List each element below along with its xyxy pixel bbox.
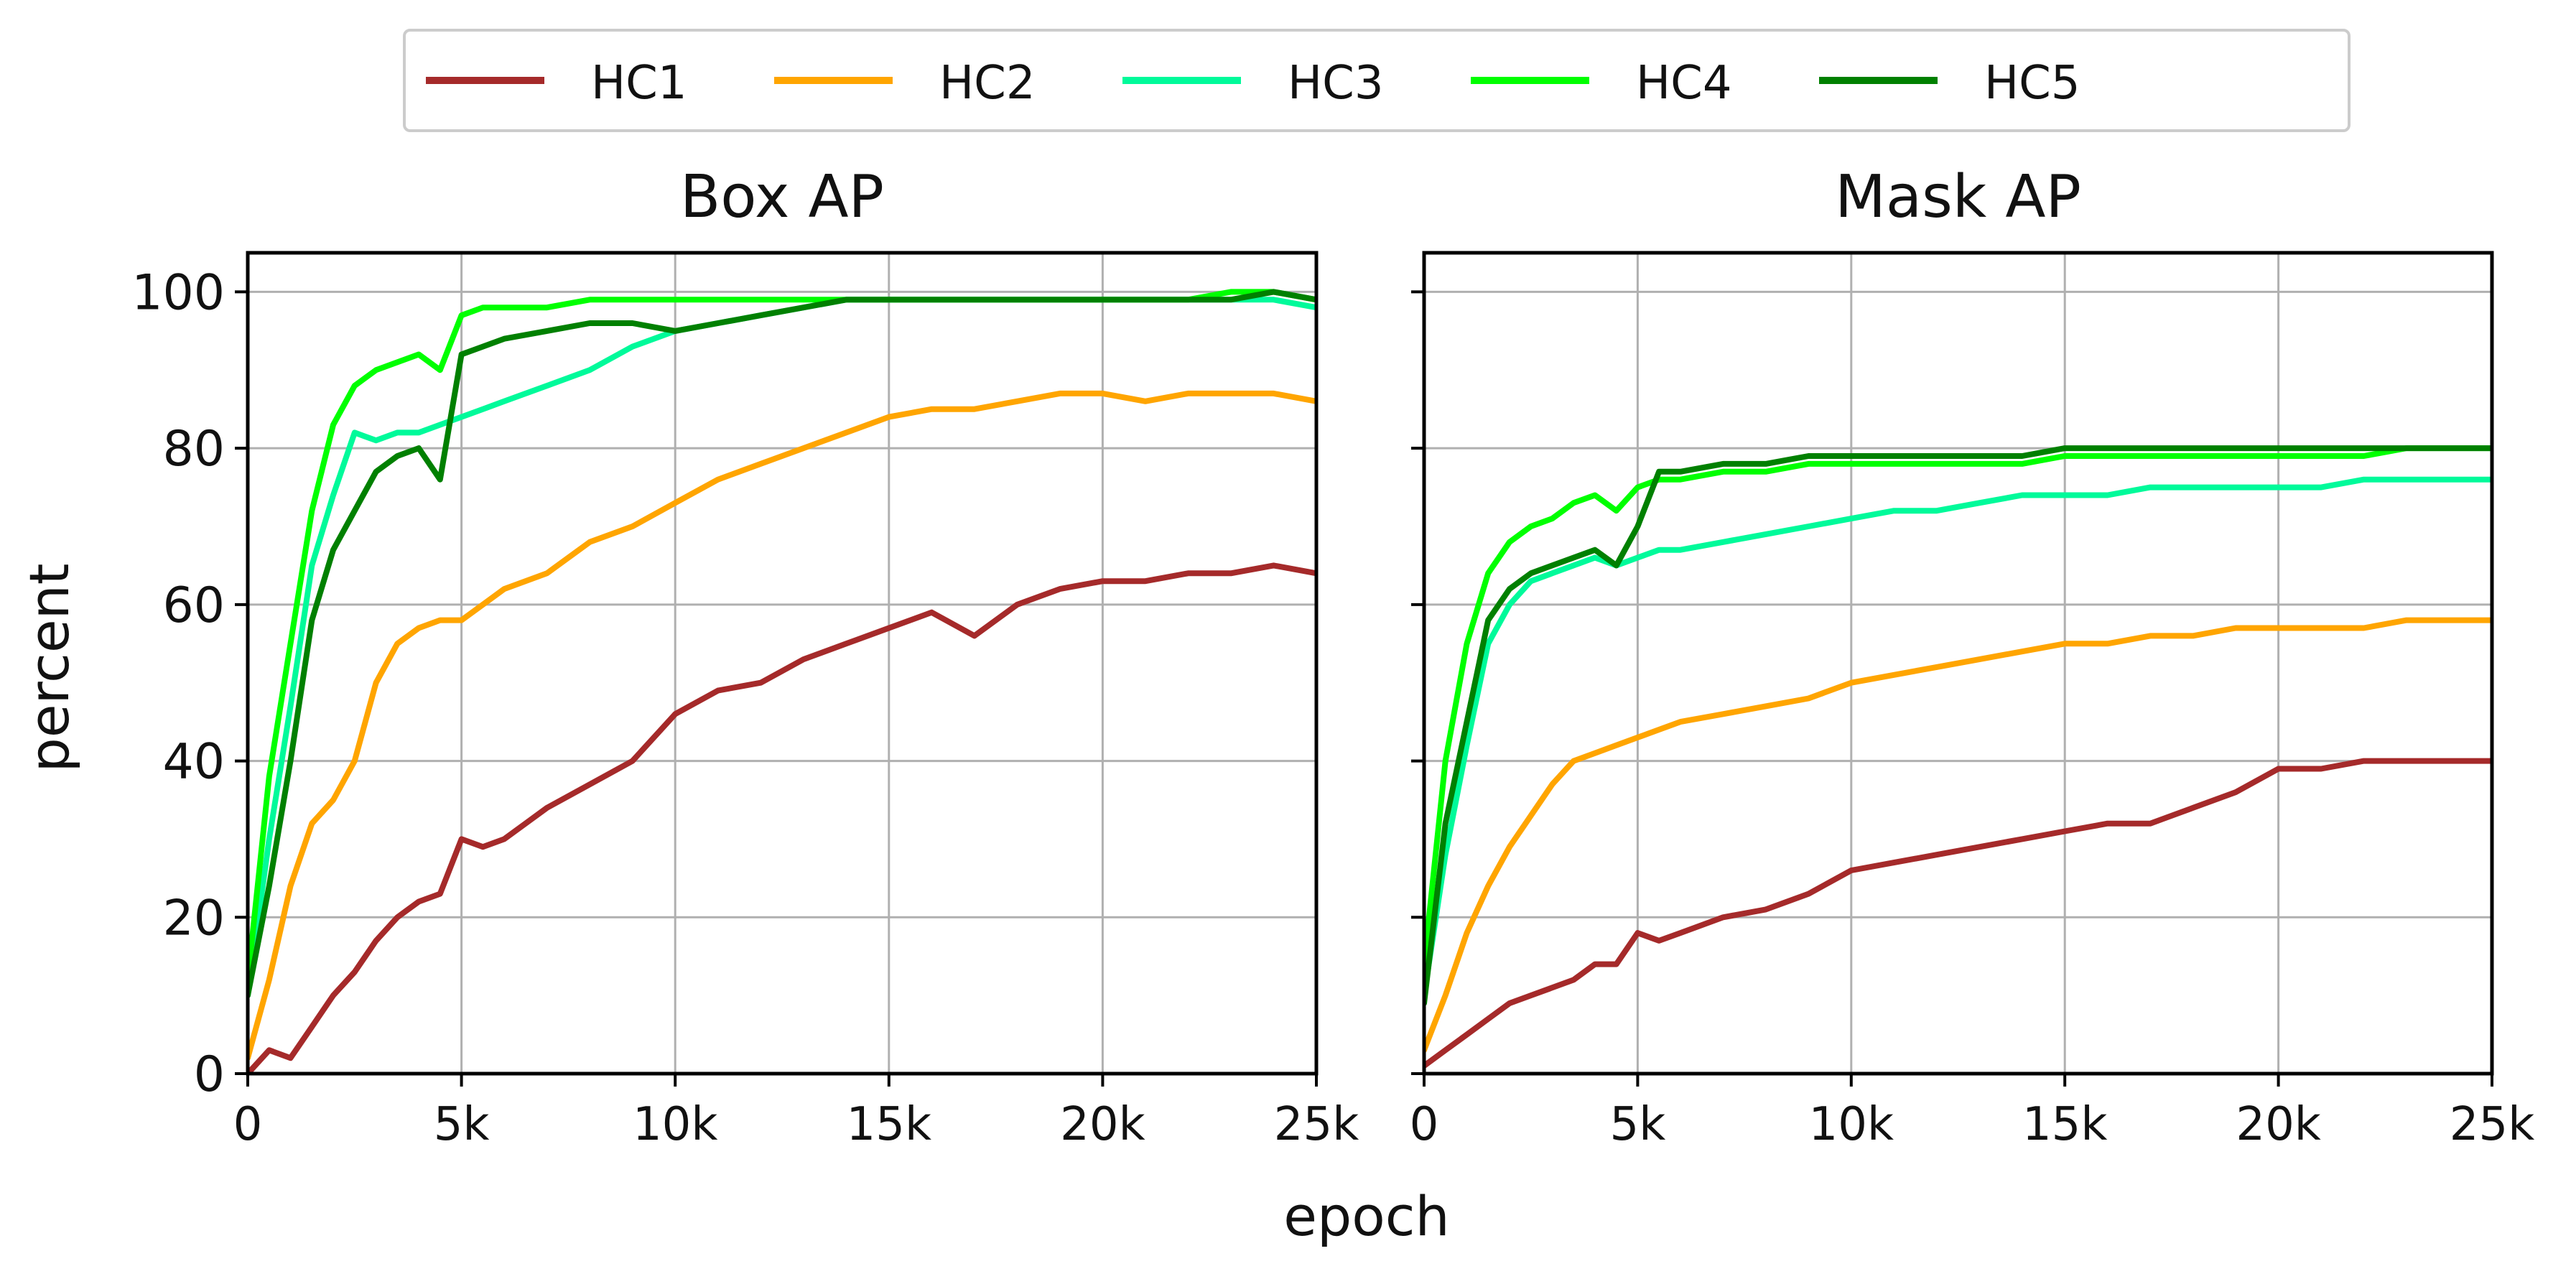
series-line-hc1 xyxy=(248,562,1316,1074)
x-tick-label: 0 xyxy=(1410,1098,1439,1151)
series-lines xyxy=(248,289,1316,1074)
x-tick-label: 20k xyxy=(1060,1098,1145,1151)
panel-box-ap: 0 5k 10k 15k 20k 25k 0 20 40 60 80 100 Box AP xyxy=(131,163,1359,1151)
plot-frame xyxy=(246,251,1319,1076)
series-lines xyxy=(1424,445,2492,1069)
legend-label-hc4: HC4 xyxy=(1636,57,1732,110)
y-tick-label: 20 xyxy=(162,890,225,947)
y-tick-label: 80 xyxy=(162,421,225,478)
x-tick-label: 25k xyxy=(2450,1098,2535,1151)
x-tick-label: 10k xyxy=(1809,1098,1894,1151)
series-line-hc2 xyxy=(248,390,1316,1061)
y-tick-label: 60 xyxy=(162,577,225,634)
x-tick-label: 5k xyxy=(1610,1098,1666,1151)
x-tick-label: 15k xyxy=(847,1098,932,1151)
panel-title: Box AP xyxy=(680,163,884,231)
legend-label-hc5: HC5 xyxy=(1984,57,2080,110)
series-line-hc3 xyxy=(1424,476,2492,999)
x-tick-label: 20k xyxy=(2236,1098,2321,1151)
x-tick-label: 5k xyxy=(434,1098,490,1151)
x-tick-label: 25k xyxy=(1274,1098,1359,1151)
panel-title: Mask AP xyxy=(1835,163,2081,231)
series-line-hc4 xyxy=(1424,445,2492,967)
x-tick-label: 0 xyxy=(233,1098,263,1151)
x-tick-label: 10k xyxy=(633,1098,718,1151)
legend-label-hc3: HC3 xyxy=(1288,57,1384,110)
legend-label-hc1: HC1 xyxy=(591,57,687,110)
legend: HC1 HC2 HC3 HC4 HC5 xyxy=(403,29,2351,132)
plot-frame xyxy=(1422,251,2494,1076)
gridlines xyxy=(1423,253,2493,1075)
y-axis-label: percent xyxy=(17,563,81,772)
series-line-hc2 xyxy=(1424,617,2492,1054)
legend-label-hc2: HC2 xyxy=(939,57,1036,110)
series-line-hc5 xyxy=(1424,445,2492,1006)
series-line-hc1 xyxy=(1424,758,2492,1069)
y-tick-label: 100 xyxy=(131,264,225,321)
panel-mask-ap: 0 5k 10k 15k 20k 25k Mask AP xyxy=(1410,163,2535,1151)
legend-frame xyxy=(403,29,2351,132)
y-tick-label: 40 xyxy=(162,734,225,791)
x-tick-label: 15k xyxy=(2022,1098,2108,1151)
y-tick-label: 0 xyxy=(194,1046,225,1103)
x-axis-label: epoch xyxy=(1283,1184,1449,1248)
series-line-hc5 xyxy=(248,289,1316,999)
